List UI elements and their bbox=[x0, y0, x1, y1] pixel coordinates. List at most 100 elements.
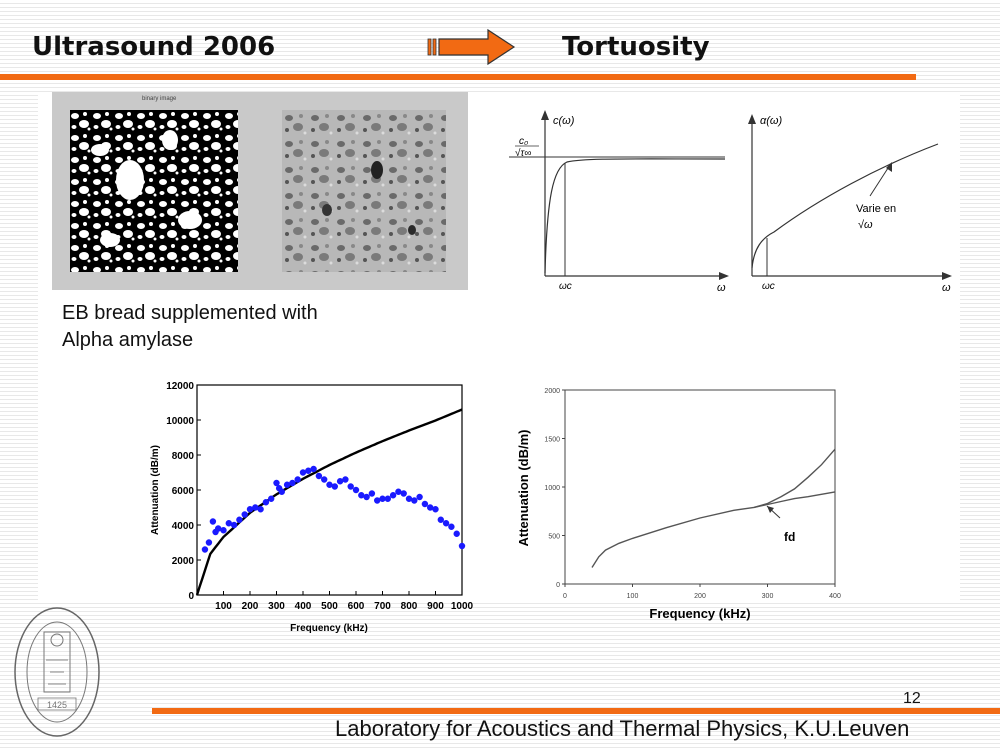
attenuation-y-label: α(ω) bbox=[760, 115, 783, 127]
measured-point bbox=[437, 516, 444, 523]
measured-point bbox=[336, 478, 344, 485]
bread-photo-panel: binary image bbox=[52, 92, 468, 290]
measured-point bbox=[427, 504, 434, 511]
chart1-y-tick-label: 2000 bbox=[172, 556, 195, 567]
measured-point bbox=[278, 488, 285, 495]
chart2-x-tick-label: 0 bbox=[563, 593, 567, 600]
measured-point bbox=[358, 492, 365, 499]
attenuation-diagram: α(ω) Varie en √ω ωc ω bbox=[748, 114, 952, 294]
measured-point bbox=[205, 539, 213, 546]
measured-point bbox=[411, 497, 418, 504]
lab-name: Laboratory for Acoustics and Thermal Phy… bbox=[335, 716, 910, 741]
chart2-x-tick-label: 100 bbox=[627, 593, 639, 600]
measured-point bbox=[299, 469, 307, 476]
chart1-x-label: Frequency (kHz) bbox=[290, 623, 368, 634]
measured-point bbox=[215, 525, 222, 532]
chart1-x-tick-label: 300 bbox=[268, 601, 285, 612]
measured-point bbox=[379, 495, 386, 502]
background-stripes-bottom bbox=[0, 600, 1000, 750]
measured-point bbox=[342, 476, 349, 483]
measured-point bbox=[421, 500, 429, 508]
measured-point bbox=[225, 520, 232, 527]
velocity-asymptote-numerator: c₀ bbox=[519, 136, 528, 147]
measured-point bbox=[368, 490, 376, 497]
measured-point bbox=[347, 483, 354, 490]
velocity-x-tick: ωc bbox=[559, 281, 572, 292]
chart1-x-tick-label: 500 bbox=[321, 601, 338, 612]
measured-point bbox=[321, 476, 328, 483]
chart1-y-tick-label: 0 bbox=[188, 591, 194, 602]
measured-point bbox=[448, 523, 455, 530]
chart1-x-tick-label: 1000 bbox=[451, 601, 474, 612]
chart1-x-tick-label: 200 bbox=[242, 601, 259, 612]
measured-point bbox=[209, 518, 217, 525]
chart2-x-label: Frequency (kHz) bbox=[649, 606, 750, 621]
measured-point bbox=[305, 467, 312, 474]
chart1-x-tick-label: 100 bbox=[215, 601, 232, 612]
attenuation-x-tick: ωc bbox=[762, 281, 775, 292]
header-title-right: Tortuosity bbox=[562, 32, 710, 62]
measured-point bbox=[257, 506, 264, 513]
attenuation-x-label: ω bbox=[942, 282, 951, 294]
attenuation-chart-threshold: 0 100 200 300 400 0 500 1000 1500 2000 fd Frequen… bbox=[516, 388, 841, 621]
attenuation-chart-measured: 100 200 300 400 500 600 700 800 900 1000020004000… bbox=[150, 381, 474, 634]
measured-point bbox=[201, 546, 209, 553]
arrow-right-icon bbox=[427, 28, 516, 66]
measured-point bbox=[395, 488, 402, 495]
header-divider bbox=[0, 74, 916, 80]
measured-point bbox=[442, 520, 450, 527]
measured-point bbox=[331, 483, 338, 490]
measured-point bbox=[252, 504, 259, 511]
chart2-y-tick-label: 0 bbox=[556, 582, 560, 589]
chart2-y-tick-label: 2000 bbox=[544, 388, 560, 395]
caption: EB bread supplemented with Alpha amylase bbox=[62, 300, 318, 354]
footer-divider bbox=[152, 708, 1000, 714]
chart1-y-tick-label: 4000 bbox=[172, 521, 195, 532]
chart1-y-label: Attenuation (dB/m) bbox=[150, 445, 161, 535]
measured-point bbox=[310, 465, 317, 473]
svg-text:1425: 1425 bbox=[47, 700, 67, 710]
chart2-y-label: Attenuation (dB/m) bbox=[516, 430, 531, 547]
chart1-y-tick-label: 12000 bbox=[166, 381, 194, 392]
header-title-left: Ultrasound 2006 bbox=[32, 32, 276, 62]
velocity-y-label: c(ω) bbox=[553, 115, 575, 127]
measured-point bbox=[389, 492, 397, 499]
measured-point bbox=[273, 479, 280, 487]
chart2-y-tick-label: 500 bbox=[548, 534, 560, 541]
photo-label: binary image bbox=[142, 96, 177, 102]
university-seal-logo: 1425 bbox=[14, 607, 100, 737]
measured-point bbox=[384, 495, 391, 502]
measured-point bbox=[283, 481, 291, 488]
attenuation-annotation-line-2: √ω bbox=[858, 219, 873, 231]
fd-annotation-text: fd bbox=[784, 530, 795, 544]
measured-point bbox=[453, 530, 460, 537]
velocity-asymptote-denominator: √τ∞ bbox=[515, 147, 531, 159]
caption-line-2: Alpha amylase bbox=[62, 329, 194, 351]
measured-point bbox=[236, 516, 243, 523]
measured-point bbox=[326, 481, 333, 488]
measured-point bbox=[458, 542, 466, 550]
chart1-x-tick-label: 700 bbox=[374, 601, 391, 612]
attenuation-annotation-line-1: Varie en bbox=[856, 203, 896, 215]
chart1-y-tick-label: 8000 bbox=[172, 451, 195, 462]
fd-annotation: fd bbox=[784, 530, 795, 544]
chart1-y-tick-label: 10000 bbox=[166, 416, 194, 427]
measured-point bbox=[363, 493, 370, 501]
chart1-x-tick-label: 600 bbox=[348, 601, 365, 612]
bread-crumb-photo bbox=[282, 110, 446, 272]
chart2-series-0 bbox=[591, 448, 836, 568]
binary-image bbox=[70, 110, 238, 272]
measured-point bbox=[268, 495, 275, 502]
measured-point bbox=[352, 486, 360, 494]
chart1-y-tick-label: 6000 bbox=[172, 486, 195, 497]
chart2-y-tick-label: 1500 bbox=[544, 437, 560, 444]
measured-point bbox=[405, 495, 413, 502]
chart2-x-tick-label: 200 bbox=[694, 593, 706, 600]
measured-point bbox=[432, 506, 439, 513]
measured-point bbox=[246, 506, 254, 513]
chart1-x-tick-label: 800 bbox=[401, 601, 418, 612]
measured-point bbox=[400, 490, 407, 497]
chart2-x-tick-label: 300 bbox=[762, 593, 774, 600]
chart2-x-tick-label: 400 bbox=[829, 593, 841, 600]
measured-point bbox=[374, 497, 381, 504]
